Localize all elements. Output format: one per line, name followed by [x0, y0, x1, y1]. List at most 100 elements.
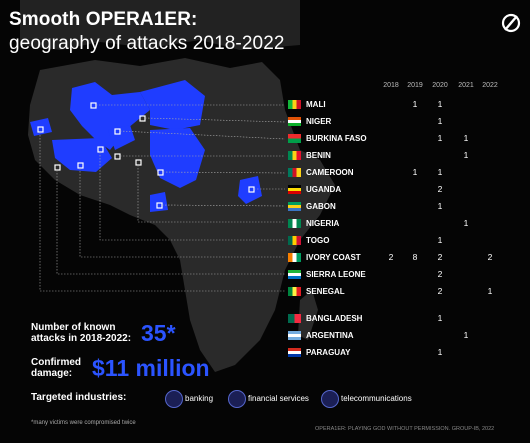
bangladesh-flag-icon: [288, 314, 301, 323]
country-name: SENEGAL: [306, 287, 345, 296]
country-name: PARAGUAY: [306, 348, 351, 357]
marker-ivory-coast: [77, 162, 84, 169]
marker-sierra-leone: [54, 164, 61, 171]
country-name: BURKINA FASO: [306, 134, 367, 143]
table-row: UGANDA 2: [288, 184, 523, 198]
uganda-region: [238, 176, 262, 204]
paraguay-flag-icon: [288, 348, 301, 357]
table-row: SENEGAL 2 1: [288, 286, 523, 300]
table-row: IVORY COAST 2 8 2 2: [288, 252, 523, 266]
nigeria-cameroon-region: [150, 128, 205, 188]
attack-count-cell: 1: [463, 330, 469, 340]
bank-icon: [165, 390, 183, 408]
sierra-leone-flag-icon: [288, 270, 301, 279]
marker-uganda: [248, 186, 255, 193]
attack-count-cell: 1: [463, 150, 469, 160]
table-row: GABON 1: [288, 201, 523, 215]
attack-count-cell: 2: [437, 286, 443, 296]
senegal-flag-icon: [288, 287, 301, 296]
country-name: ARGENTINA: [306, 331, 354, 340]
attack-count-cell: 2: [437, 269, 443, 279]
industry-banking-label: banking: [185, 394, 214, 403]
attack-count-cell: 2: [388, 252, 394, 262]
europe-landmass: [20, 0, 300, 50]
coast-region: [52, 138, 112, 172]
attack-count-cell: 1: [437, 235, 443, 245]
marker-benin: [114, 153, 121, 160]
cameroon-flag-icon: [288, 168, 301, 177]
industries-label: Targeted industries:: [31, 392, 127, 403]
attack-count-cell: 2: [437, 184, 443, 194]
attack-count-cell: 1: [437, 116, 443, 126]
year-header-1: 2019: [407, 82, 423, 89]
industry-telecommunications-label: telecommunications: [341, 394, 412, 403]
attack-count-cell: 1: [412, 99, 418, 109]
table-row: PARAGUAY 1: [288, 347, 523, 361]
country-name: TOGO: [306, 236, 330, 245]
table-row: SIERRA LEONE 2: [288, 269, 523, 283]
attack-count-cell: 1: [437, 347, 443, 357]
attacks-label-line-1: Number of known: [31, 322, 116, 333]
country-name: BENIN: [306, 151, 331, 160]
title-line-2: geography of attacks 2018-2022: [9, 33, 285, 54]
attack-count-cell: 1: [437, 167, 443, 177]
ivory-coast-flag-icon: [288, 253, 301, 262]
marker-gabon: [156, 202, 163, 209]
niger-flag-icon: [288, 117, 301, 126]
table-row: ARGENTINA 1: [288, 330, 523, 344]
table-row: NIGERIA 1: [288, 218, 523, 232]
damage-label-line-1: Confirmed: [31, 357, 81, 368]
attack-count-cell: 1: [437, 99, 443, 109]
year-header-4: 2022: [482, 82, 498, 89]
marker-nigeria: [135, 159, 142, 166]
country-name: NIGERIA: [306, 219, 340, 228]
table-row: MALI 1 1: [288, 99, 523, 113]
year-header-2: 2020: [432, 82, 448, 89]
argentina-flag-icon: [288, 331, 301, 340]
benin-flag-icon: [288, 151, 301, 160]
mali-flag-icon: [288, 100, 301, 109]
table-row: NIGER 1: [288, 116, 523, 130]
table-row: BANGLADESH 1: [288, 313, 523, 327]
togo-flag-icon: [288, 236, 301, 245]
burkina-faso-flag-icon: [288, 134, 301, 143]
country-name: MALI: [306, 100, 326, 109]
marker-burkina: [114, 128, 121, 135]
year-header-3: 2021: [458, 82, 474, 89]
financial-services-icon: [228, 390, 246, 408]
attack-count-cell: 8: [412, 252, 418, 262]
attack-count-cell: 1: [463, 218, 469, 228]
attack-count-cell: 1: [437, 201, 443, 211]
attacks-value: 35*: [141, 320, 176, 346]
marker-senegal: [37, 126, 44, 133]
year-header-0: 2018: [383, 82, 399, 89]
mali-region: [70, 82, 150, 150]
attack-count-cell: 1: [463, 133, 469, 143]
table-row: CAMEROON 1 1: [288, 167, 523, 181]
marker-niger: [139, 115, 146, 122]
footnote: *many victims were compromised twice: [31, 420, 136, 426]
marker-mali: [90, 102, 97, 109]
attack-count-cell: 1: [437, 313, 443, 323]
attack-count-cell: 1: [437, 133, 443, 143]
country-name: BANGLADESH: [306, 314, 363, 323]
source-credit: OPERA1ER: PLAYING GOD WITHOUT PERMISSION…: [315, 426, 495, 432]
country-name: CAMEROON: [306, 168, 354, 177]
country-name: SIERRA LEONE: [306, 270, 366, 279]
attack-count-cell: 2: [487, 252, 493, 262]
table-row: BENIN 1: [288, 150, 523, 164]
country-name: NIGER: [306, 117, 332, 126]
attack-count-cell: 2: [437, 252, 443, 262]
attack-count-cell: 1: [487, 286, 493, 296]
attack-count-cell: 1: [412, 167, 418, 177]
nigeria-flag-icon: [288, 219, 301, 228]
madagascar: [298, 290, 318, 340]
group-ib-logo-icon: [501, 13, 521, 33]
damage-label-line-2: damage:: [31, 368, 73, 379]
telecommunications-icon: [321, 390, 339, 408]
gabon-flag-icon: [288, 202, 301, 211]
country-name: IVORY COAST: [306, 253, 361, 262]
marker-togo: [97, 146, 104, 153]
